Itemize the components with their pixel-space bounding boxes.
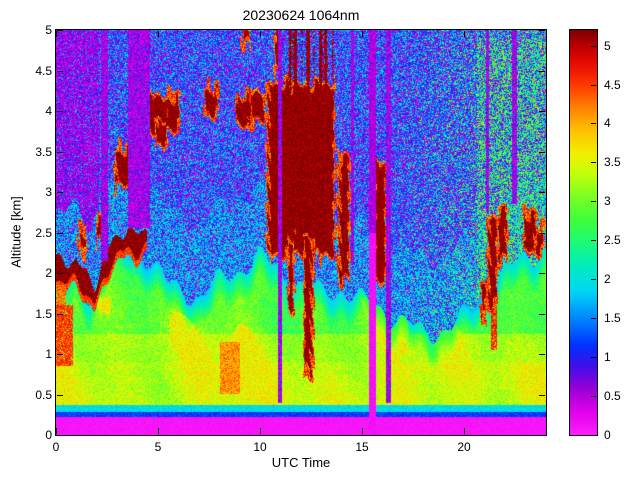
colorbar-tick-mark (591, 46, 596, 47)
y-tick-label: 2 (45, 266, 52, 280)
y-tick-mark-right (539, 233, 545, 234)
x-tick-mark (56, 428, 57, 434)
colorbar-canvas (570, 30, 597, 435)
x-tick-mark (464, 428, 465, 434)
colorbar-tick-mark (591, 162, 596, 163)
colorbar-tick-label: 3.5 (604, 155, 621, 169)
colorbar-tick-mark (591, 201, 596, 202)
y-tick-label: 3 (45, 185, 52, 199)
y-tick-label: 0 (45, 428, 52, 442)
y-tick-mark (57, 233, 63, 234)
y-tick-mark (57, 354, 63, 355)
x-tick-mark-top (56, 31, 57, 37)
x-tick-mark (362, 428, 363, 434)
y-tick-mark (57, 395, 63, 396)
y-tick-mark (57, 314, 63, 315)
colorbar-tick-mark (591, 240, 596, 241)
heatmap-canvas (56, 30, 546, 435)
y-tick-mark-right (539, 71, 545, 72)
x-axis-label: UTC Time (271, 455, 331, 470)
colorbar-tick-mark (591, 396, 596, 397)
colorbar-tick-label: 0 (604, 428, 611, 442)
y-tick-label: 2.5 (35, 226, 52, 240)
colorbar-tick-label: 1.5 (604, 311, 621, 325)
colorbar-tick-mark (591, 357, 596, 358)
y-tick-label: 0.5 (35, 388, 52, 402)
colorbar-tick-label: 4 (604, 116, 611, 130)
y-tick-mark (57, 71, 63, 72)
y-tick-label: 3.5 (35, 145, 52, 159)
x-tick-label: 0 (52, 440, 60, 454)
colorbar-tick-mark (591, 85, 596, 86)
x-tick-mark-top (464, 31, 465, 37)
x-tick-label: 5 (154, 440, 162, 454)
colorbar-tick-label: 5 (604, 39, 611, 53)
y-tick-mark-right (539, 111, 545, 112)
x-tick-mark (260, 428, 261, 434)
colorbar-tick-label: 2.5 (604, 233, 621, 247)
x-tick-mark-top (362, 31, 363, 37)
y-tick-label: 4.5 (35, 64, 52, 78)
colorbar-tick-mark (591, 279, 596, 280)
x-tick-mark-top (158, 31, 159, 37)
x-tick-mark-top (260, 31, 261, 37)
y-tick-mark (57, 152, 63, 153)
y-tick-mark-right (539, 435, 545, 436)
y-tick-label: 1.5 (35, 307, 52, 321)
y-tick-mark (57, 273, 63, 274)
y-tick-mark-right (539, 273, 545, 274)
chart-title: 20230624 1064nm (242, 7, 360, 23)
y-tick-label: 5 (45, 23, 52, 37)
x-tick-label: 10 (253, 440, 267, 454)
y-tick-mark (57, 192, 63, 193)
y-tick-label: 1 (45, 347, 52, 361)
y-tick-label: 4 (45, 104, 52, 118)
y-tick-mark-right (539, 192, 545, 193)
colorbar-tick-label: 2 (604, 272, 611, 286)
x-tick-label: 15 (355, 440, 369, 454)
y-tick-mark-right (539, 152, 545, 153)
y-tick-mark-right (539, 314, 545, 315)
x-tick-label: 20 (457, 440, 471, 454)
colorbar-tick-label: 3 (604, 194, 611, 208)
y-tick-mark (57, 111, 63, 112)
y-tick-mark-right (539, 354, 545, 355)
colorbar-tick-label: 1 (604, 350, 611, 364)
colorbar-tick-mark (591, 123, 596, 124)
colorbar-tick-label: 4.5 (604, 78, 621, 92)
y-tick-mark (57, 435, 63, 436)
colorbar-tick-mark (591, 435, 596, 436)
colorbar-tick-label: 0.5 (604, 389, 621, 403)
y-tick-mark-right (539, 30, 545, 31)
y-tick-mark-right (539, 395, 545, 396)
y-tick-mark (57, 30, 63, 31)
x-tick-mark (158, 428, 159, 434)
colorbar-tick-mark (591, 318, 596, 319)
